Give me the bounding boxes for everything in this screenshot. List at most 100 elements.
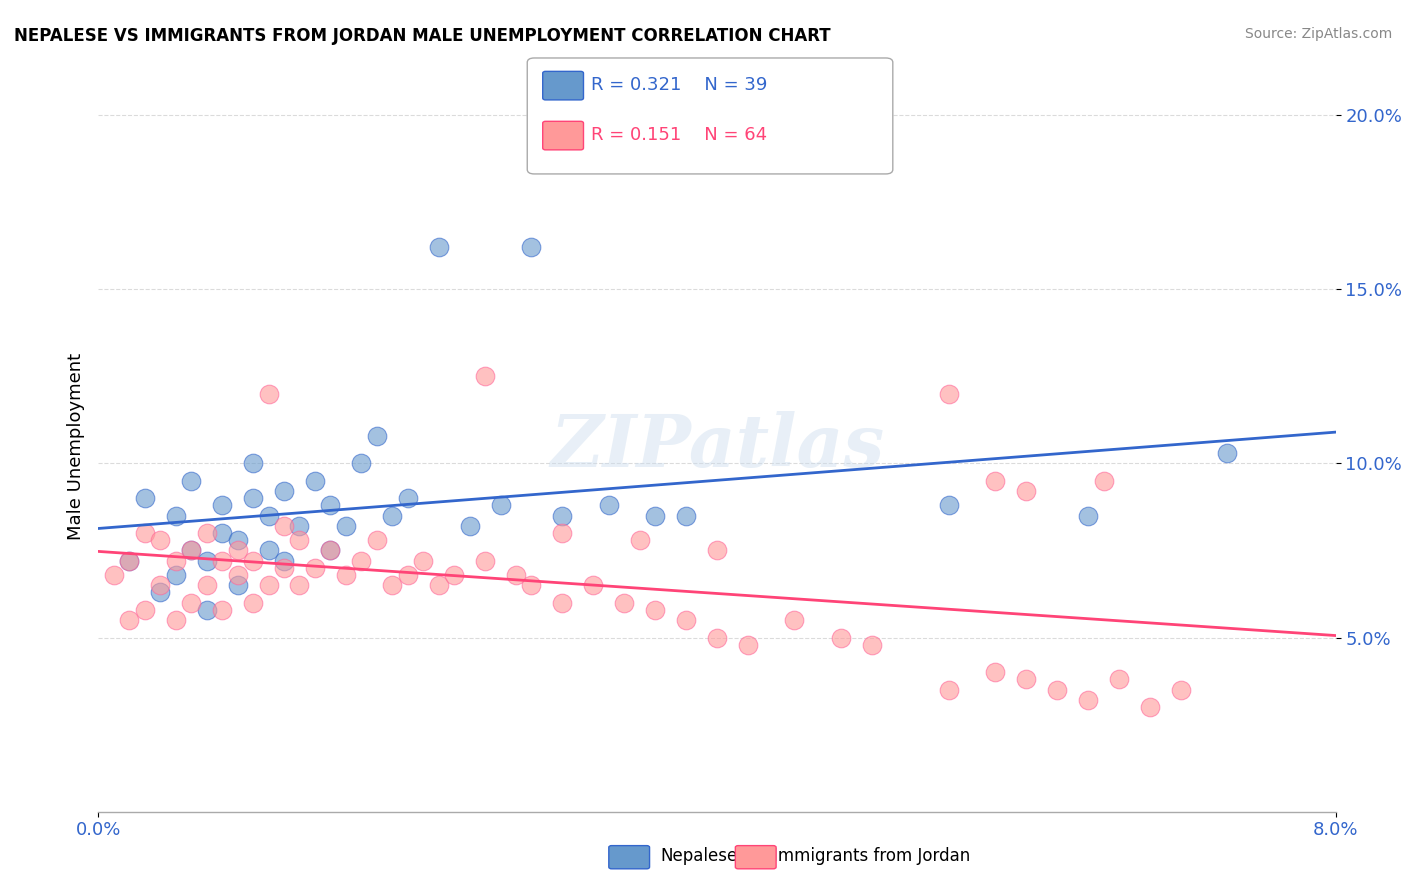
Point (288, 519, 311, 533)
Point (211, 526, 233, 541)
Point (195, 526, 218, 541)
Point (644, 508, 666, 523)
Point (458, 519, 481, 533)
Point (830, 631, 852, 645)
Point (1015, 673, 1038, 687)
Point (1139, 700, 1161, 714)
Point (706, 543, 728, 558)
Point (211, 603, 233, 617)
Point (443, 567, 465, 582)
Point (257, 543, 280, 558)
Point (505, 567, 527, 582)
Point (165, 508, 187, 523)
Point (319, 543, 342, 558)
Point (644, 603, 666, 617)
Text: R = 0.151    N = 64: R = 0.151 N = 64 (591, 126, 766, 144)
Y-axis label: Male Unemployment: Male Unemployment (66, 352, 84, 540)
Point (427, 578, 450, 592)
Point (366, 428, 388, 442)
Point (257, 508, 280, 523)
Point (783, 613, 806, 627)
Point (149, 578, 172, 592)
Point (1077, 693, 1099, 707)
Point (350, 457, 373, 471)
Point (613, 596, 636, 610)
Point (257, 386, 280, 401)
Point (1108, 673, 1130, 687)
Point (195, 603, 218, 617)
Point (211, 498, 233, 512)
Point (180, 596, 202, 610)
Point (242, 554, 264, 568)
Point (242, 491, 264, 506)
Point (628, 533, 651, 547)
Text: ZIPatlas: ZIPatlas (550, 410, 884, 482)
Point (149, 533, 172, 547)
Point (737, 638, 759, 652)
Point (335, 519, 357, 533)
Point (226, 578, 249, 592)
Point (938, 498, 960, 512)
Point (242, 457, 264, 471)
Point (474, 554, 496, 568)
Point (103, 567, 125, 582)
Point (984, 665, 1007, 680)
Point (165, 554, 187, 568)
Point (1046, 682, 1069, 697)
Point (180, 543, 202, 558)
Point (118, 554, 141, 568)
Point (257, 578, 280, 592)
Point (860, 638, 883, 652)
Point (1216, 446, 1239, 460)
Point (381, 578, 404, 592)
Point (180, 474, 202, 488)
Point (1092, 474, 1115, 488)
Point (195, 578, 218, 592)
Point (675, 508, 697, 523)
Point (381, 508, 404, 523)
Point (118, 613, 141, 627)
Point (226, 567, 249, 582)
Point (396, 567, 419, 582)
Point (319, 543, 342, 558)
Text: Immigrants from Jordan: Immigrants from Jordan (773, 847, 970, 865)
Text: Nepalese: Nepalese (661, 847, 738, 865)
Point (273, 561, 295, 575)
Point (165, 567, 187, 582)
Point (288, 533, 311, 547)
Point (551, 526, 574, 541)
Point (304, 474, 326, 488)
Point (350, 554, 373, 568)
Point (1170, 682, 1192, 697)
Point (273, 554, 295, 568)
Point (118, 554, 141, 568)
Point (412, 554, 434, 568)
Point (226, 533, 249, 547)
Point (319, 498, 342, 512)
Point (520, 578, 543, 592)
Point (582, 578, 605, 592)
Point (273, 484, 295, 499)
Point (149, 585, 172, 599)
Point (366, 533, 388, 547)
Point (938, 386, 960, 401)
Point (706, 631, 728, 645)
Point (1015, 484, 1038, 499)
Point (335, 567, 357, 582)
Point (984, 474, 1007, 488)
Point (675, 613, 697, 627)
Point (474, 369, 496, 384)
Point (134, 603, 156, 617)
Point (195, 554, 218, 568)
Point (427, 240, 450, 254)
Point (273, 519, 295, 533)
Point (938, 682, 960, 697)
Point (211, 554, 233, 568)
Point (242, 596, 264, 610)
Point (134, 526, 156, 541)
Point (1077, 508, 1099, 523)
Point (520, 240, 543, 254)
Point (598, 498, 620, 512)
Text: NEPALESE VS IMMIGRANTS FROM JORDAN MALE UNEMPLOYMENT CORRELATION CHART: NEPALESE VS IMMIGRANTS FROM JORDAN MALE … (14, 27, 831, 45)
Point (396, 491, 419, 506)
